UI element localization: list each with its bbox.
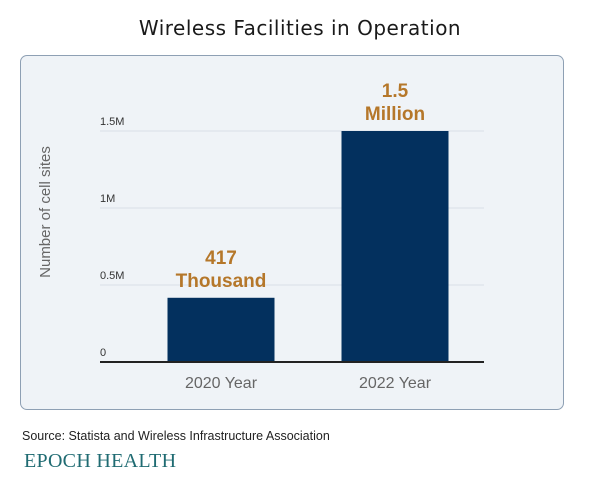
y-tick-label: 1M	[100, 193, 115, 205]
chart-panel	[20, 55, 564, 410]
y-axis-label: Number of cell sites	[37, 146, 54, 278]
data-label: Thousand	[176, 271, 267, 292]
epoch-health-logo: EPOCH HEALTH	[24, 450, 177, 472]
data-label: 1.5	[382, 81, 409, 102]
y-tick-label: 0	[100, 347, 106, 359]
bar	[341, 131, 449, 362]
y-tick-label: 0.5M	[100, 270, 124, 282]
x-tick-label: 2020 Year	[185, 375, 258, 392]
bar	[167, 297, 275, 362]
chart-title: Wireless Facilities in Operation	[138, 16, 462, 40]
data-label: Million	[365, 104, 425, 125]
y-tick-label: 1.5M	[100, 116, 124, 128]
x-tick-label: 2022 Year	[359, 375, 432, 392]
source-note: Source: Statista and Wireless Infrastruc…	[22, 429, 330, 443]
data-label: 417	[205, 248, 237, 269]
